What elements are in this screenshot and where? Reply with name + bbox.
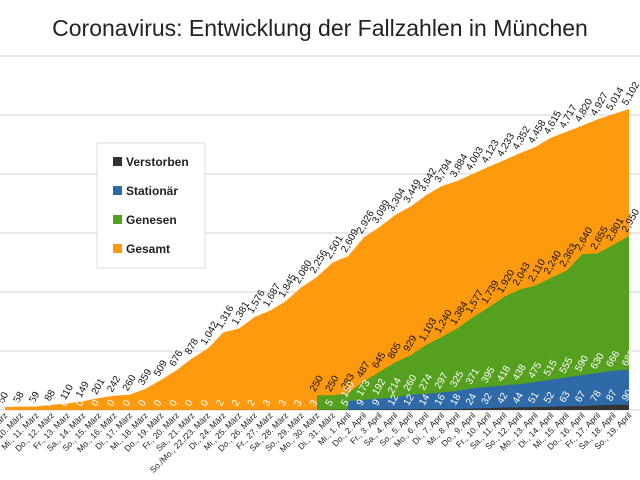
data-label: 242 xyxy=(105,374,123,394)
data-label: 5 xyxy=(324,398,337,409)
data-label: 0 xyxy=(58,398,71,409)
data-label: 0 xyxy=(183,398,196,409)
data-label: 18 xyxy=(448,392,463,408)
data-label: 359 xyxy=(136,367,154,387)
data-label: 878 xyxy=(183,336,201,356)
legend-swatch xyxy=(113,157,122,166)
data-label: 44 xyxy=(511,390,526,406)
data-label: 88 xyxy=(43,388,58,404)
legend-label: Stationär xyxy=(126,184,178,198)
data-label: 0 xyxy=(12,398,25,409)
data-label: 58 xyxy=(12,390,27,406)
data-label: 0 xyxy=(74,398,87,409)
data-label: 52 xyxy=(542,390,557,406)
data-label: 3 xyxy=(277,398,290,409)
data-label: 3 xyxy=(261,398,274,409)
area xyxy=(317,235,629,410)
data-label: 0 xyxy=(121,398,134,409)
data-label: 67 xyxy=(573,389,588,405)
data-label: 9 xyxy=(355,397,368,408)
data-label: 149 xyxy=(74,379,92,399)
data-label: 0 xyxy=(43,398,56,409)
data-label: 12 xyxy=(402,392,417,408)
data-label: 260 xyxy=(121,373,139,393)
data-label: 0 xyxy=(105,398,118,409)
data-label: 32 xyxy=(480,391,495,407)
data-label: 12 xyxy=(386,392,401,408)
data-label: 0 xyxy=(152,398,165,409)
legend-swatch xyxy=(113,244,122,253)
legend: Verstorben Stationär Genesen Gesamt xyxy=(96,142,206,269)
data-label: 0 xyxy=(136,398,149,409)
data-label: 42 xyxy=(495,391,510,407)
legend-swatch xyxy=(113,186,122,195)
chart-title: Coronavirus: Entwicklung der Fallzahlen … xyxy=(52,15,588,41)
data-label: 5 xyxy=(339,398,352,409)
legend-label: Genesen xyxy=(126,213,177,227)
data-label: 0 xyxy=(90,398,103,409)
data-label: 9 xyxy=(370,397,383,408)
data-label: 16 xyxy=(433,392,448,408)
data-label: 14 xyxy=(417,392,432,408)
data-label: 51 xyxy=(526,390,541,406)
data-label: 2 xyxy=(230,398,243,409)
area xyxy=(348,369,629,410)
data-label: 0 xyxy=(0,398,9,409)
legend-label: Gesamt xyxy=(126,242,170,256)
data-label: 2 xyxy=(246,398,259,409)
data-label: 24 xyxy=(464,392,479,408)
data-label: 509 xyxy=(152,358,170,378)
data-label: 50 xyxy=(0,390,11,406)
data-label: 59 xyxy=(27,390,42,406)
data-label: 0 xyxy=(199,398,212,409)
data-label: 201 xyxy=(90,376,108,396)
data-label: 2 xyxy=(214,398,227,409)
legend-label: Verstorben xyxy=(126,155,189,169)
data-label: 3 xyxy=(292,398,305,409)
data-label: 90 xyxy=(620,388,635,404)
area xyxy=(5,404,629,410)
legend-swatch xyxy=(113,215,122,224)
areas xyxy=(5,108,629,411)
data-label: 3 xyxy=(308,398,321,409)
data-label: 0 xyxy=(27,398,40,409)
data-label: 63 xyxy=(558,389,573,405)
data-label: 87 xyxy=(604,388,619,404)
data-label: 78 xyxy=(589,388,604,404)
data-label: 0 xyxy=(168,398,181,409)
